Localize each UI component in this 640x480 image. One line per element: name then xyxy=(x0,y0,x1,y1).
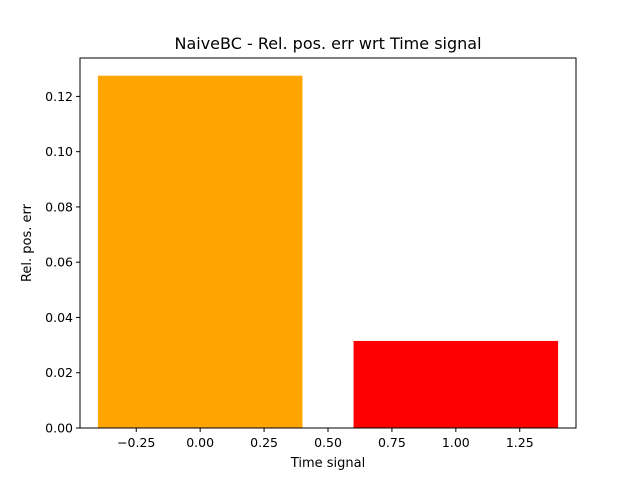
x-tick-label: −0.25 xyxy=(117,435,155,450)
bar-1 xyxy=(353,340,559,428)
y-axis-label: Rel. pos. err xyxy=(20,203,35,282)
bar-0 xyxy=(97,75,303,428)
y-tick-label: 0.12 xyxy=(45,89,73,104)
y-tick-label: 0.00 xyxy=(45,421,73,436)
plot-frame xyxy=(79,57,577,429)
x-tick-label: 0.50 xyxy=(314,435,342,450)
bars-group xyxy=(97,75,559,428)
chart-title: NaiveBC - Rel. pos. err wrt Time signal xyxy=(174,34,481,53)
y-axis-ticks: 0.00 0.02 0.04 0.06 0.08 0.10 0.12 xyxy=(45,89,80,436)
x-tick-label: 0.00 xyxy=(186,435,214,450)
y-tick-label: 0.08 xyxy=(45,199,73,214)
x-tick-label: 1.00 xyxy=(442,435,470,450)
x-tick-label: 0.25 xyxy=(250,435,278,450)
x-axis-ticks: −0.25 0.00 0.25 0.50 0.75 1.00 1.25 xyxy=(117,428,534,450)
y-tick-label: 0.10 xyxy=(45,144,73,159)
x-tick-label: 0.75 xyxy=(378,435,406,450)
x-axis-label: Time signal xyxy=(290,456,365,471)
y-tick-label: 0.04 xyxy=(45,310,73,325)
y-tick-label: 0.02 xyxy=(45,365,73,380)
y-tick-label: 0.06 xyxy=(45,255,73,270)
x-tick-label: 1.25 xyxy=(506,435,534,450)
